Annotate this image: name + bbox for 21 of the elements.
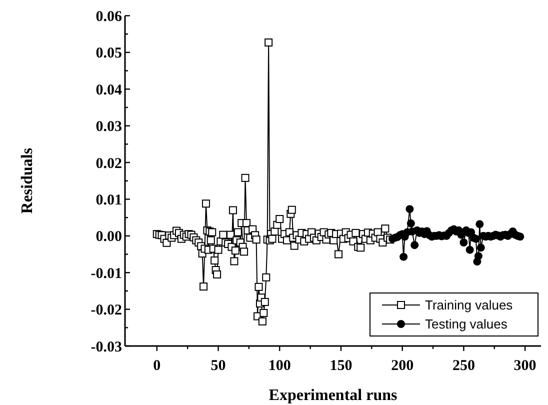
y-tick-label: -0.03 — [90, 339, 122, 356]
legend-label: Testing values — [425, 316, 508, 332]
y-tick-label: 0.04 — [96, 82, 122, 98]
y-tick-label: 0.05 — [96, 46, 122, 62]
x-tick-label: 100 — [268, 358, 291, 374]
y-tick-label: 0.02 — [96, 156, 122, 172]
x-tick-label: 250 — [452, 358, 475, 374]
x-axis-title: Experimental runs — [268, 387, 398, 404]
y-tick-label: 0.03 — [96, 119, 122, 136]
x-tick-label: 50 — [210, 358, 226, 374]
x-tick-label: 200 — [391, 358, 414, 374]
y-tick-label: 0.06 — [96, 8, 122, 25]
x-tick-label: 0 — [153, 358, 161, 374]
legend-label: Training values — [425, 298, 514, 313]
x-tick-label: 150 — [330, 358, 352, 374]
y-tick-label: 0.01 — [96, 192, 122, 208]
y-tick-label: -0.01 — [90, 266, 122, 282]
x-tick-label: 300 — [514, 358, 536, 374]
y-tick-label: -0.02 — [90, 302, 122, 319]
y-axis-title: Residuals — [19, 148, 36, 214]
y-tick-label: 0.00 — [96, 229, 122, 246]
